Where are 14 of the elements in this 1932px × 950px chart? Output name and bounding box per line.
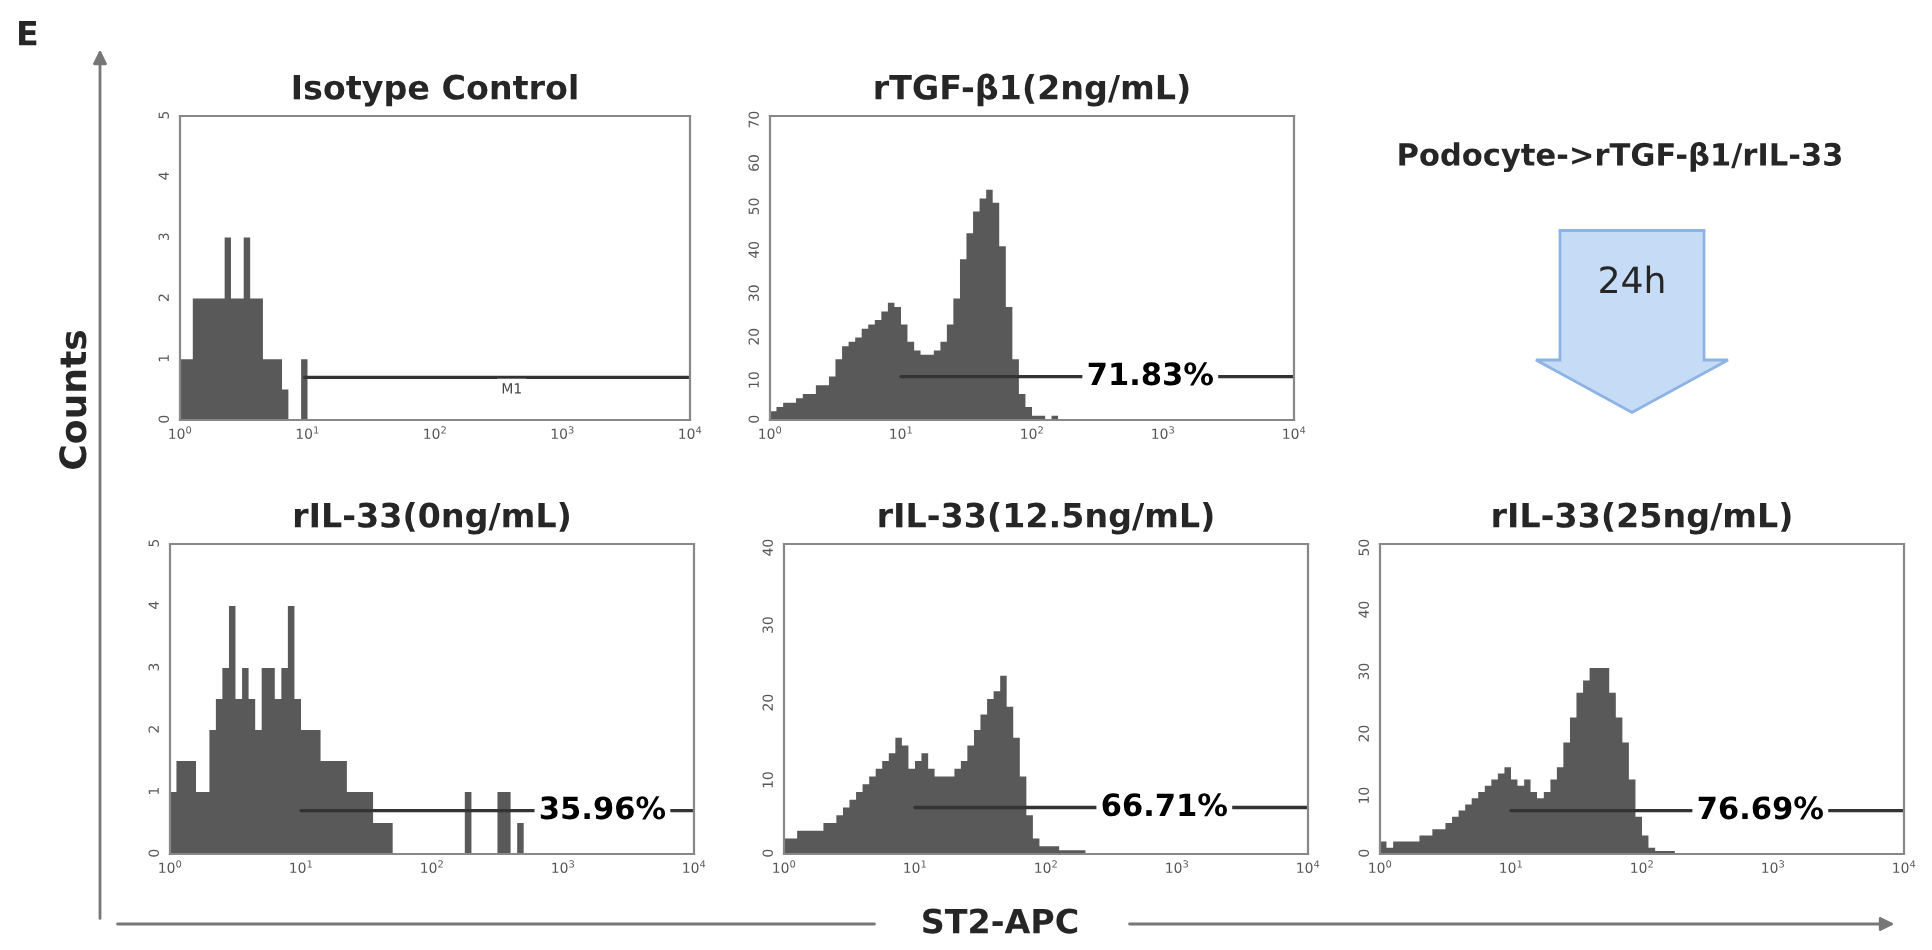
chart-title: rIL-33(12.5ng/mL) — [879, 502, 1213, 535]
annotation: 76.69% — [1698, 796, 1823, 820]
text: 24h — [1600, 265, 1664, 293]
annotation: 35.96% — [540, 796, 666, 820]
annotation: 66.71% — [1102, 793, 1227, 817]
text: E — [19, 20, 37, 46]
text: ST2-APC — [923, 908, 1078, 934]
chart-title: Isotype Control — [293, 74, 577, 107]
text: Podocyte->rTGF-β1/rIL-33 — [1399, 141, 1842, 173]
chart-title: rTGF-β1(2ng/mL) — [875, 73, 1189, 107]
annotation: 71.83% — [1088, 362, 1213, 386]
text: Counts — [59, 330, 87, 469]
chart-title: rIL-33(25ng/mL) — [1493, 502, 1791, 535]
chart-title: rIL-33(0ng/mL) — [294, 502, 569, 535]
